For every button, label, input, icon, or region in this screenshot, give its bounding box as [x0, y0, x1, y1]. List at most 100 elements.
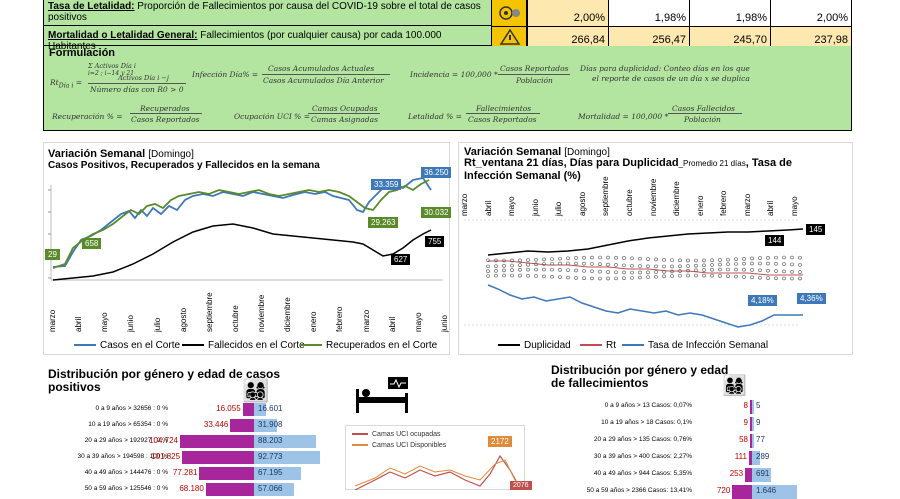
letalidad-value-3: 1,98% — [689, 0, 770, 26]
weekly-chart-subtitle: Casos Positivos, Recuperados y Fallecido… — [48, 160, 320, 171]
age-group-label: 50 a 59 años > 125546 : 0 % — [84, 485, 168, 492]
month-tick-label: febrero — [719, 190, 729, 216]
rt-point — [758, 261, 762, 266]
data-label: 30.032 — [421, 207, 452, 218]
rt-point — [646, 257, 650, 261]
rt-point — [742, 275, 746, 279]
rt-point — [630, 276, 634, 280]
rt-point — [638, 275, 642, 280]
month-tick-label: agosto — [178, 307, 188, 332]
rt-point — [750, 275, 754, 280]
rt-point — [718, 274, 722, 278]
uci-chart-panel — [345, 425, 525, 490]
age-group-label: 10 a 19 años > 18 Casos: 0,1% — [601, 419, 692, 426]
rt-chart-title: Variación Semanal [Domingo] — [464, 146, 610, 158]
month-tick-label: junio — [440, 315, 449, 332]
legend-swatch — [352, 444, 368, 447]
rt-point — [654, 270, 658, 274]
y-axis-ticks — [48, 185, 443, 281]
rt-point — [662, 269, 666, 274]
rt-point — [766, 268, 770, 273]
rt-point — [670, 258, 674, 262]
rt-point — [734, 257, 738, 262]
rt-point — [694, 268, 698, 273]
rt-point — [526, 273, 530, 278]
formula-part: Casos Reportados — [131, 115, 200, 124]
uci-chart-plot — [354, 454, 524, 490]
data-label: 29 — [45, 249, 60, 260]
rt-point — [798, 276, 802, 281]
male-value: 31.908 — [258, 420, 283, 429]
formula-part: Activos Día i −j — [118, 74, 169, 82]
age-group-label: 30 a 39 años > 400 Casos: 2,27% — [593, 453, 692, 460]
female-bar — [242, 403, 254, 416]
rt-point — [670, 269, 674, 274]
rt-point — [542, 274, 546, 279]
month-tick-label: marzo — [48, 309, 57, 332]
fraction-line — [88, 83, 186, 84]
age-group-label: 10 a 19 años > 65354 : 0 % — [88, 421, 168, 428]
female-bar — [750, 400, 752, 414]
male-bar — [254, 403, 266, 416]
rt-point — [662, 258, 666, 262]
legend-rt: Rt — [580, 340, 616, 351]
age-group-label: 0 a 9 años > 32656 : 0 % — [95, 405, 168, 412]
letalidad-value-2: 1,98% — [608, 0, 689, 26]
rt-point — [774, 261, 778, 266]
rt-point — [486, 258, 490, 263]
rt-point — [550, 274, 554, 279]
rt-point — [510, 258, 514, 263]
rt-point — [558, 261, 562, 266]
rt-point — [510, 273, 514, 278]
male-bar — [752, 434, 755, 448]
rt-point — [702, 258, 706, 263]
rt-point — [662, 264, 666, 269]
rt-point — [606, 262, 610, 267]
rt-point — [502, 258, 506, 263]
rt-point — [574, 256, 578, 260]
month-tick-label: marzo — [361, 309, 371, 332]
rt-chart-panel — [458, 142, 853, 355]
rt-point — [614, 276, 618, 281]
rt-point — [790, 255, 794, 260]
rt-point — [798, 270, 802, 274]
month-tick-label: septiembre — [204, 292, 214, 332]
legend-fallecidos: Fallecidos en el Corte — [182, 340, 305, 351]
data-label: 658 — [82, 238, 102, 249]
formula-duplicidad-1: Días para duplicidad: Conteo días en los… — [580, 64, 750, 73]
male-value: 289 — [756, 452, 770, 461]
row-label: Tasa de Letalidad: — [48, 1, 135, 12]
month-tick-label: diciembre — [283, 297, 293, 332]
legend-swatch — [352, 433, 368, 436]
female-value: 101.825 — [151, 452, 181, 461]
rt-point — [622, 263, 626, 268]
month-tick-label: mayo — [507, 196, 517, 216]
male-bar — [254, 451, 320, 464]
rt-point — [574, 276, 578, 280]
formula-part: Casos Acumulados Día Anterior — [263, 76, 384, 85]
legend-duplicidad: Duplicidad — [498, 340, 571, 351]
rt-point — [550, 267, 554, 272]
gender-deaths-title: Distribución por género y edad de fallec… — [551, 363, 729, 390]
data-label: 755 — [425, 236, 445, 247]
female-bar — [745, 468, 752, 482]
rt-chart-subtitle: Rt_ventana 21 días, Días para Duplicidad… — [464, 157, 792, 182]
legend-swatch — [622, 344, 644, 347]
rt-point — [702, 268, 706, 272]
rt-point — [502, 273, 506, 278]
rt-point — [654, 257, 658, 262]
formula-infeccion: Infección Día% = — [192, 70, 259, 79]
month-tick-label: febrero — [335, 306, 345, 332]
month-tick-label: mayo — [790, 196, 799, 216]
rt-point — [686, 258, 690, 263]
row-text: Proporción de Fallecimientos por causa d… — [48, 1, 481, 23]
legend-casos: Casos en el Corte — [74, 340, 180, 351]
rt-point — [606, 270, 610, 274]
age-group-label: 40 a 49 años > 944 Casos: 5,35% — [593, 470, 692, 477]
formula-incidencia: Incidencia = 100,000 * — [410, 70, 498, 79]
data-label: 4,36% — [797, 293, 826, 304]
rt-point — [582, 255, 586, 260]
formula-part: Población — [516, 76, 553, 85]
rt-point — [614, 263, 618, 267]
month-tick-label: noviembre — [257, 294, 267, 332]
